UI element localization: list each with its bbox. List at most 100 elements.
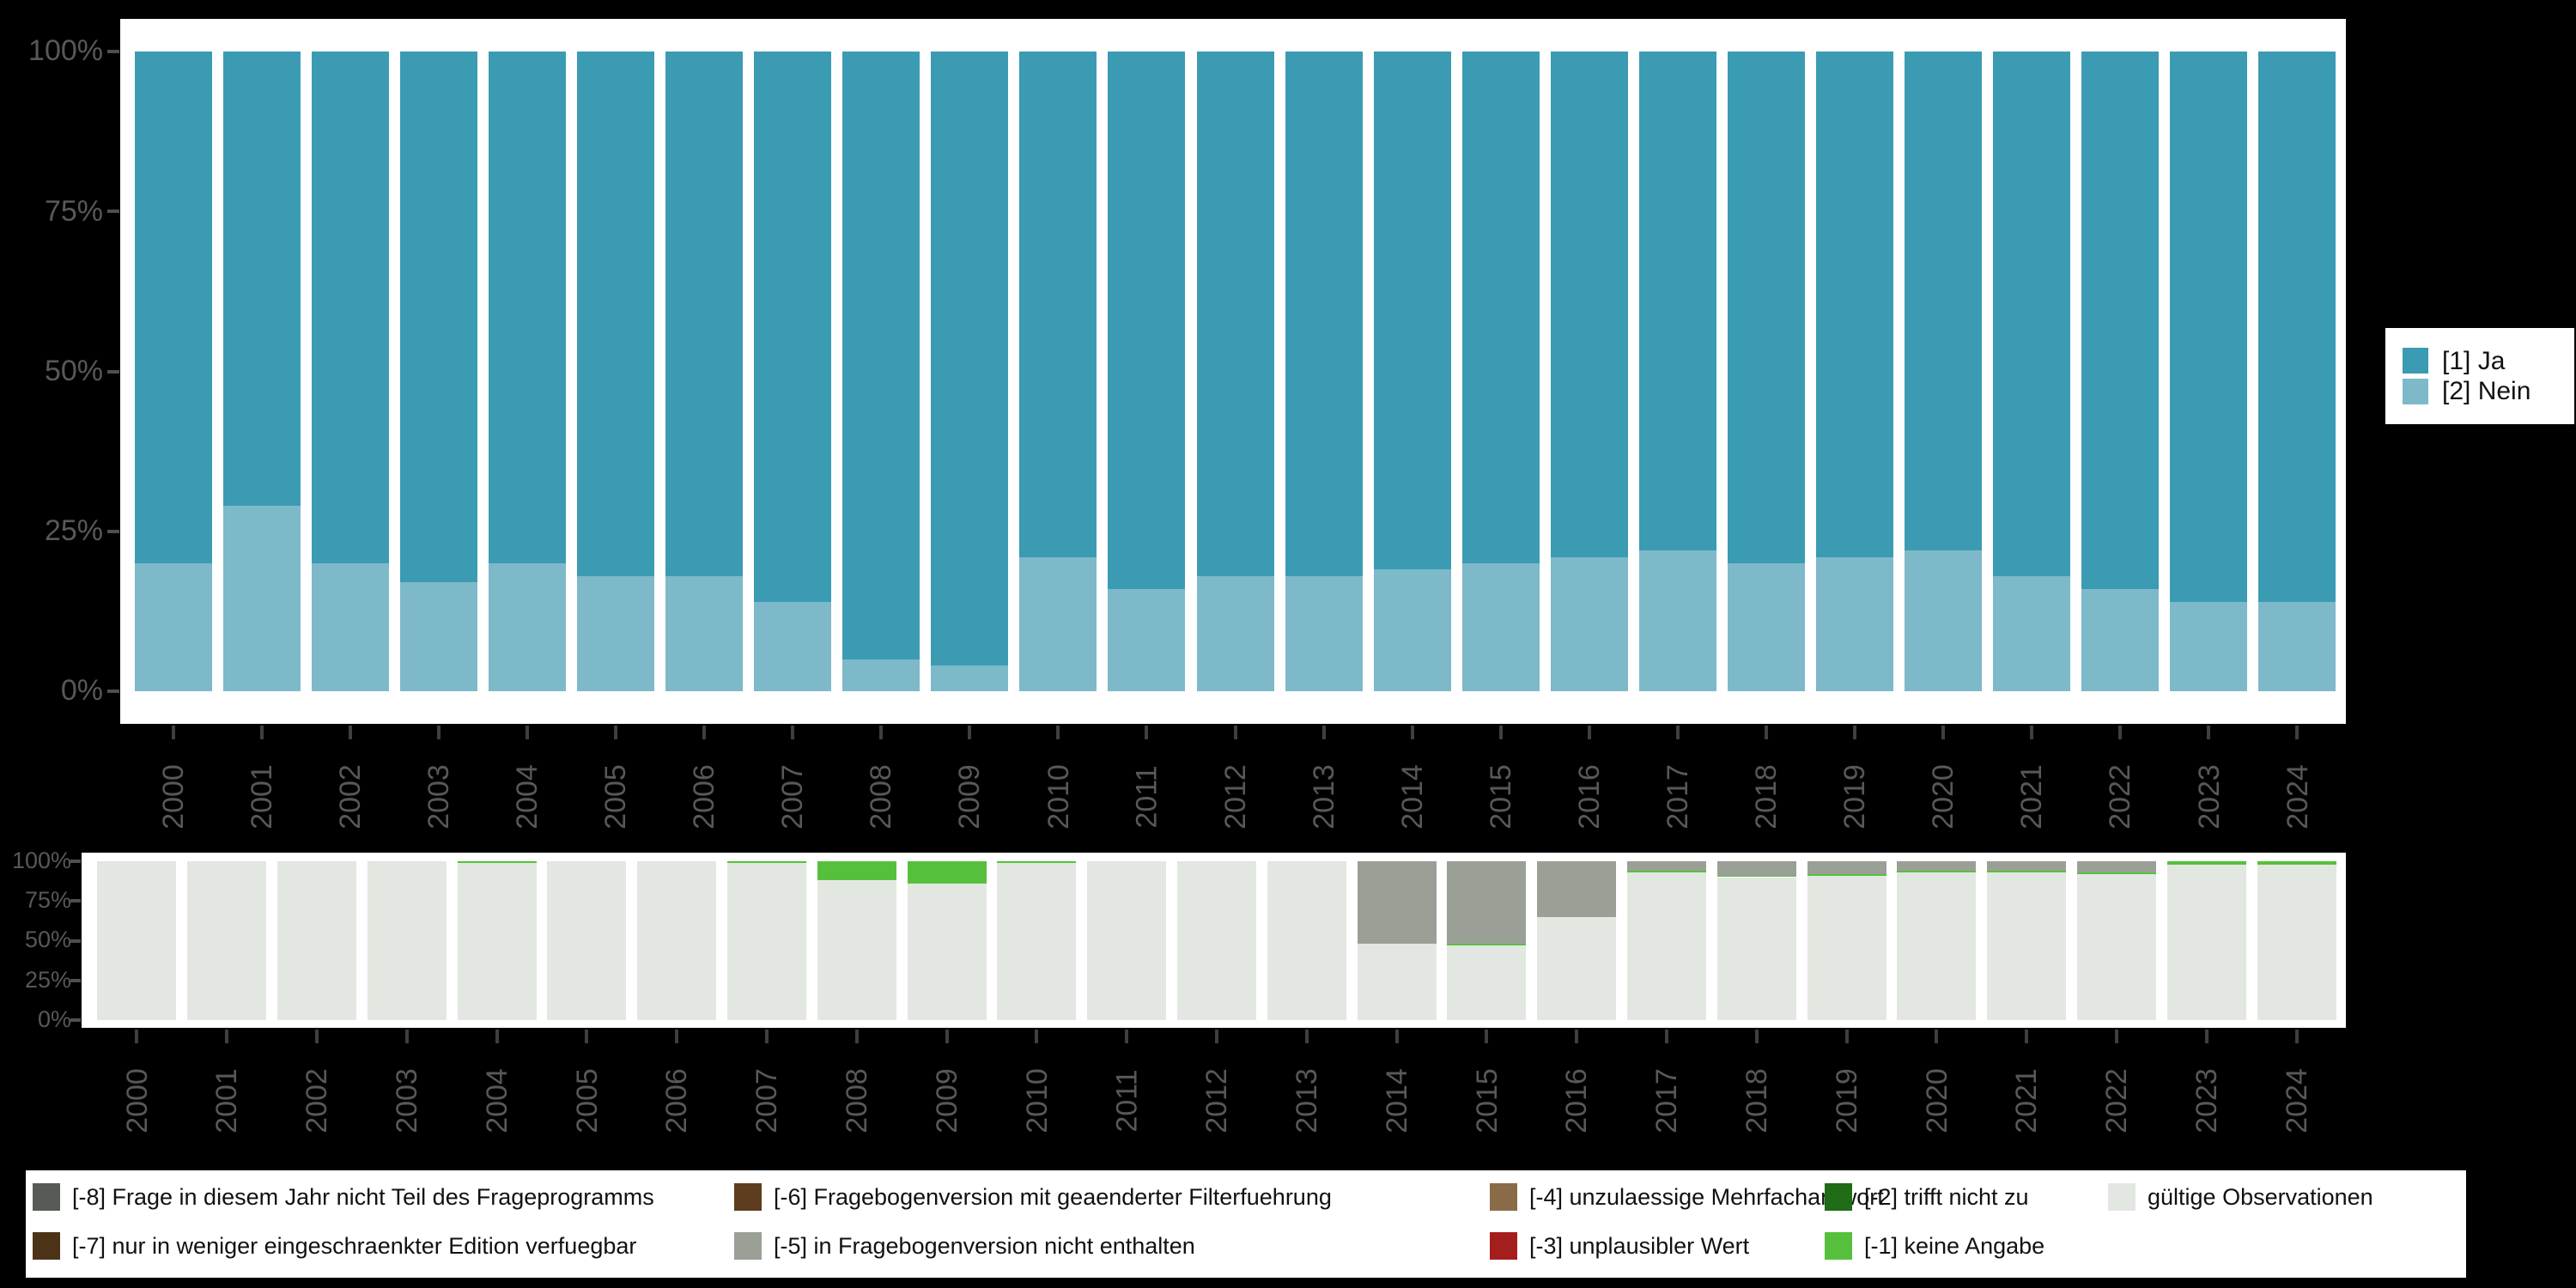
x-axis-year-label-inner: 2005 bbox=[597, 746, 635, 848]
x-axis-year-label-inner: 2014 bbox=[1394, 746, 1431, 848]
bar-2020 bbox=[1905, 52, 1983, 691]
x-axis-year-label-inner: 2013 bbox=[1305, 746, 1343, 848]
legend-label: [-3] unplausibler Wert bbox=[1529, 1232, 1750, 1259]
segment-1-1 bbox=[1987, 871, 2067, 872]
x-axis-year-label-inner: 2014 bbox=[1378, 1050, 1416, 1151]
segment-0-0 bbox=[1993, 575, 2071, 691]
x-axis-year-label: 2022 bbox=[2098, 1050, 2136, 1151]
x-axis-tick bbox=[1754, 1030, 1759, 1043]
segment-1-0 bbox=[997, 862, 1077, 1020]
x-axis-tick bbox=[2207, 726, 2211, 739]
x-axis-year-label-inner: 2003 bbox=[420, 746, 458, 848]
x-axis-year-label: 2015 bbox=[1467, 1050, 1505, 1151]
y-axis-tick bbox=[107, 210, 119, 214]
bar-2023 bbox=[2166, 861, 2246, 1020]
x-axis-year-label: 2023 bbox=[2188, 1050, 2226, 1151]
x-axis-year-label: 2014 bbox=[1394, 746, 1431, 848]
x-axis-tick bbox=[1410, 726, 1414, 739]
year-label-text: 2015 bbox=[1470, 1068, 1504, 1133]
year-label-text: 2007 bbox=[750, 1068, 784, 1133]
segment-1-2 bbox=[1537, 861, 1617, 917]
year-label-text: 2022 bbox=[2104, 764, 2137, 829]
segment-1-2 bbox=[1357, 861, 1437, 945]
segment-0-1 bbox=[1638, 52, 1716, 551]
segment-0-1 bbox=[665, 52, 744, 576]
bar-2008 bbox=[817, 861, 896, 1020]
year-label-text: 2021 bbox=[2015, 764, 2049, 829]
x-axis-year-label-inner: 2011 bbox=[1108, 1050, 1145, 1151]
x-axis-year-label: 2017 bbox=[1648, 1050, 1686, 1151]
bar-2022 bbox=[2081, 52, 2160, 691]
y-axis-tick-label: 0% bbox=[60, 674, 103, 708]
segment-1-2 bbox=[1987, 861, 2067, 872]
x-axis-year-label: 2007 bbox=[748, 1050, 786, 1151]
legend-label: [2] Nein bbox=[2442, 377, 2531, 405]
year-label-text: 2013 bbox=[1307, 764, 1340, 829]
bar-2005 bbox=[547, 861, 627, 1020]
x-axis-tick bbox=[1145, 726, 1149, 739]
segment-0-1 bbox=[1108, 52, 1186, 589]
year-label-text: 2001 bbox=[245, 764, 278, 829]
bar-2005 bbox=[576, 52, 654, 691]
y-axis-tick-label: 50% bbox=[44, 354, 103, 387]
x-axis-year-label-inner: 2013 bbox=[1288, 1050, 1326, 1151]
bar-2003 bbox=[399, 52, 477, 691]
year-label-text: 2020 bbox=[1927, 764, 1960, 829]
segment-0-1 bbox=[1550, 52, 1628, 557]
year-label-text: 2008 bbox=[840, 1068, 873, 1133]
year-label-text: 2003 bbox=[422, 764, 455, 829]
x-axis-tick bbox=[2025, 1030, 2029, 1043]
year-label-text: 2022 bbox=[2100, 1068, 2134, 1133]
year-label-text: 2015 bbox=[1484, 764, 1517, 829]
x-axis-year-label-inner: 2010 bbox=[1039, 746, 1077, 848]
x-axis-year-label-inner: 2015 bbox=[1482, 746, 1520, 848]
segment-0-0 bbox=[1638, 550, 1716, 691]
x-axis-year-label-inner: 2020 bbox=[1917, 1050, 1955, 1151]
missing-legend-item-6: [-2] trifft nicht zu bbox=[1825, 1183, 2029, 1211]
x-axis-tick bbox=[1056, 726, 1060, 739]
bar-2004 bbox=[457, 861, 537, 1020]
segment-0-1 bbox=[1905, 52, 1983, 551]
legend-label: [-6] Fragebogenversion mit geaenderter F… bbox=[774, 1183, 1332, 1210]
bar-2016 bbox=[1537, 861, 1617, 1020]
legend-label: [-2] trifft nicht zu bbox=[1864, 1183, 2029, 1210]
year-label-text: 2019 bbox=[1838, 764, 1872, 829]
x-axis-year-label: 2008 bbox=[838, 1050, 876, 1151]
year-label-text: 2014 bbox=[1380, 1068, 1413, 1133]
bar-2003 bbox=[367, 861, 447, 1020]
x-axis-year-label-inner: 2000 bbox=[155, 746, 192, 848]
x-axis-year-label-inner: 2019 bbox=[1828, 1050, 1866, 1151]
x-axis-year-label: 2007 bbox=[774, 746, 811, 848]
segment-1-1 bbox=[997, 861, 1077, 863]
x-axis-year-label: 2020 bbox=[1924, 746, 1962, 848]
bar-2002 bbox=[277, 861, 356, 1020]
x-axis-year-label: 2009 bbox=[928, 1050, 966, 1151]
x-axis-year-label-inner: 2003 bbox=[388, 1050, 426, 1151]
segment-0-0 bbox=[754, 601, 832, 691]
segment-1-0 bbox=[187, 861, 267, 1020]
year-label-text: 2009 bbox=[930, 1068, 963, 1133]
year-label-text: 2021 bbox=[2010, 1068, 2044, 1133]
segment-0-0 bbox=[1019, 556, 1097, 691]
legend-swatch bbox=[734, 1183, 762, 1211]
x-axis-year-label: 2021 bbox=[2008, 1050, 2045, 1151]
segment-0-0 bbox=[2258, 601, 2336, 691]
legend-swatch bbox=[2403, 378, 2428, 404]
segment-1-1 bbox=[2257, 861, 2336, 865]
segment-0-1 bbox=[1816, 52, 1894, 557]
x-axis-tick bbox=[613, 726, 617, 739]
bar-2000 bbox=[134, 52, 212, 691]
year-label-text: 2006 bbox=[660, 1068, 694, 1133]
segment-1-2 bbox=[1807, 861, 1886, 874]
missing-legend-item-1: [-7] nur in weniger eingeschraenkter Edi… bbox=[33, 1232, 636, 1260]
bar-2017 bbox=[1638, 52, 1716, 691]
y-axis-tick bbox=[107, 690, 119, 693]
segment-0-0 bbox=[1727, 563, 1805, 691]
x-axis-year-label-inner: 2019 bbox=[1836, 746, 1874, 848]
legend-swatch bbox=[1490, 1183, 1517, 1211]
year-label-text: 2010 bbox=[1020, 1068, 1054, 1133]
segment-0-0 bbox=[1285, 575, 1363, 691]
legend-label: [1] Ja bbox=[2442, 346, 2506, 375]
year-label-text: 2008 bbox=[865, 764, 898, 829]
